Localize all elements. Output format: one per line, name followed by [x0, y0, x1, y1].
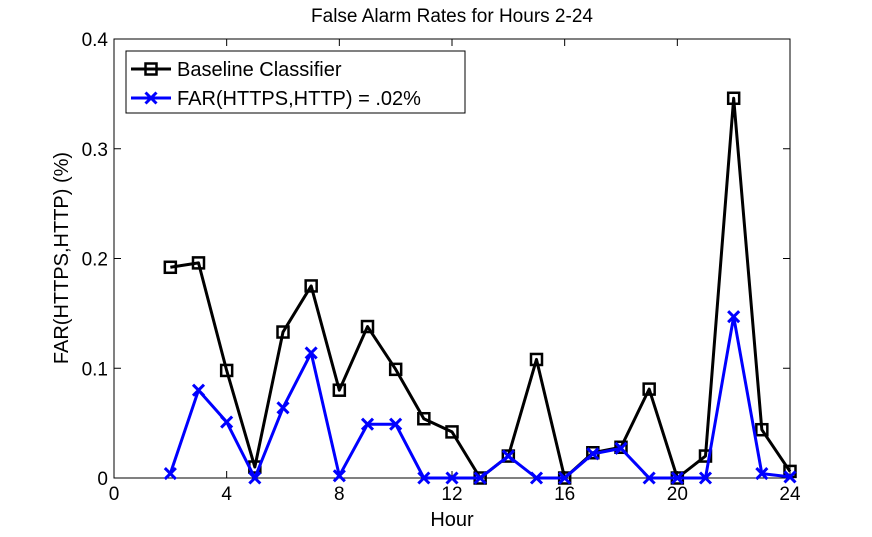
- data-point: [304, 346, 318, 360]
- data-point: [276, 401, 290, 415]
- data-point: [501, 449, 515, 463]
- data-point: [670, 471, 684, 485]
- data-point: [783, 470, 797, 484]
- x-tick-label: 4: [221, 484, 232, 505]
- y-tick-label: 0: [97, 469, 108, 490]
- x-tick-label: 0: [109, 484, 120, 505]
- data-point: [755, 467, 769, 481]
- data-point: [614, 441, 628, 455]
- axis-ticks: 0 4 8 12 16 20 24 0 0.1 0.2 0.3 0.4: [82, 30, 801, 505]
- data-point: [417, 471, 431, 485]
- data-point: [726, 91, 741, 106]
- data-point: [360, 417, 375, 431]
- data-point: [614, 440, 628, 455]
- y-tick-label: 0.2: [82, 250, 108, 271]
- x-tick-label: 12: [441, 484, 462, 505]
- legend: Baseline Classifier FAR(HTTPS,HTTP) = .02…: [125, 50, 466, 114]
- data-point: [445, 425, 459, 439]
- y-tick-label: 0.1: [82, 359, 108, 380]
- data-point: [276, 325, 290, 339]
- data-point: [304, 279, 318, 293]
- data-point: [755, 422, 769, 437]
- legend-box: [125, 50, 466, 114]
- data-point: [473, 471, 487, 485]
- y-tick-label: 0.3: [82, 140, 108, 161]
- data-point: [220, 415, 234, 429]
- legend-marker: [144, 62, 158, 76]
- y-tick-label: 0.4: [82, 30, 109, 51]
- data-point: [529, 352, 544, 367]
- x-axis-label: Hour: [430, 509, 474, 531]
- x-tick-label: 8: [334, 484, 345, 505]
- y-axis-label: FAR(HTTPS,HTTP) (%): [51, 152, 73, 364]
- data-point: [360, 319, 375, 334]
- legend-marker: [144, 91, 158, 105]
- chart-title: False Alarm Rates for Hours 2-24: [311, 6, 593, 27]
- legend-item: FAR(HTTPS,HTTP) = .02%: [131, 88, 421, 110]
- data-point: [698, 449, 713, 463]
- data-point: [163, 260, 178, 275]
- data-point: [191, 256, 206, 270]
- data-point: [332, 469, 346, 483]
- legend-label: Baseline Classifier: [177, 59, 342, 81]
- series-layer: [163, 91, 797, 485]
- data-point: [332, 383, 347, 397]
- data-point: [191, 383, 206, 397]
- data-point: [445, 471, 459, 485]
- data-point: [248, 471, 262, 485]
- data-point: [163, 467, 177, 481]
- legend-label: FAR(HTTPS,HTTP) = .02%: [177, 88, 421, 110]
- data-point: [389, 417, 403, 431]
- data-point: [388, 362, 403, 377]
- data-point: [586, 447, 600, 461]
- data-point: [642, 382, 656, 396]
- data-point: [219, 363, 234, 378]
- series-2: [163, 310, 797, 485]
- legend-item: Baseline Classifier: [131, 59, 342, 81]
- x-tick-label: 24: [779, 484, 801, 505]
- data-point: [727, 310, 741, 324]
- data-point: [642, 471, 656, 485]
- x-tick-label: 16: [554, 484, 575, 505]
- data-point: [501, 449, 516, 463]
- data-point: [417, 411, 431, 426]
- data-point: [529, 471, 544, 485]
- data-point: [558, 471, 572, 485]
- x-tick-label: 20: [667, 484, 688, 505]
- data-point: [698, 471, 713, 485]
